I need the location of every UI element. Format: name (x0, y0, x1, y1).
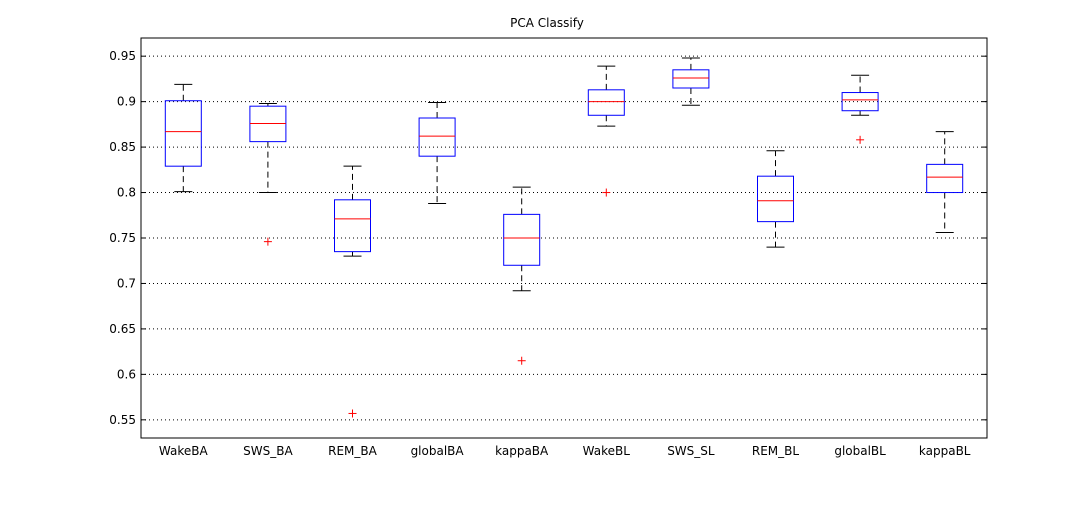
outlier-marker (348, 409, 357, 418)
x-tick-label: WakeBL (583, 444, 631, 458)
box-kappaBA (503, 186, 541, 365)
y-tick-label: 0.9 (117, 95, 136, 109)
box-globalBA (418, 102, 456, 204)
x-tick-label: kappaBL (919, 444, 971, 458)
box-WakeBL (587, 65, 625, 197)
y-tick-label: 0.8 (117, 186, 136, 200)
iqr-box (164, 100, 202, 167)
box-REM_BL (757, 150, 794, 248)
x-tick-label: globalBA (411, 444, 465, 458)
box-SWS_BA (249, 102, 287, 246)
x-tick-label: kappaBA (495, 444, 549, 458)
box-globalBL (841, 74, 879, 144)
iqr-box (926, 163, 964, 194)
x-tick-label: globalBL (834, 444, 886, 458)
y-tick-label: 0.55 (109, 413, 136, 427)
iqr-box (587, 89, 625, 116)
x-tick-label: SWS_BA (243, 444, 293, 458)
box-kappaBL (926, 131, 964, 234)
y-tick-label: 0.75 (109, 231, 136, 245)
chart-title: PCA Classify (510, 16, 584, 30)
grid-lines (141, 55, 987, 421)
box-WakeBA (164, 83, 202, 193)
iqr-box (841, 92, 879, 112)
y-tick-label: 0.95 (109, 49, 136, 63)
iqr-box (418, 117, 456, 157)
iqr-box (334, 199, 371, 253)
x-tick-label: WakeBA (159, 444, 209, 458)
axes: 0.55 0.6 0.65 0.7 0.75 0.8 0.85 0.9 0.95 WakeBA SW… (109, 49, 987, 458)
outlier-marker (856, 135, 865, 144)
box-SWS_SL (672, 57, 710, 106)
y-tick-label: 0.7 (117, 276, 136, 290)
y-tick-label: 0.6 (117, 367, 136, 381)
box-REM_BA (334, 165, 371, 418)
iqr-box (503, 213, 541, 266)
outlier-marker (602, 188, 611, 197)
iqr-box (757, 175, 794, 223)
x-tick-label: REM_BL (752, 444, 800, 458)
y-tick-label: 0.85 (109, 140, 136, 154)
x-tick-label: SWS_SL (667, 444, 715, 458)
outlier-marker (263, 237, 272, 246)
x-tick-label: REM_BA (328, 444, 378, 458)
boxes (164, 57, 964, 418)
iqr-box (672, 69, 710, 89)
outlier-marker (517, 356, 526, 365)
y-tick-label: 0.65 (109, 322, 136, 336)
